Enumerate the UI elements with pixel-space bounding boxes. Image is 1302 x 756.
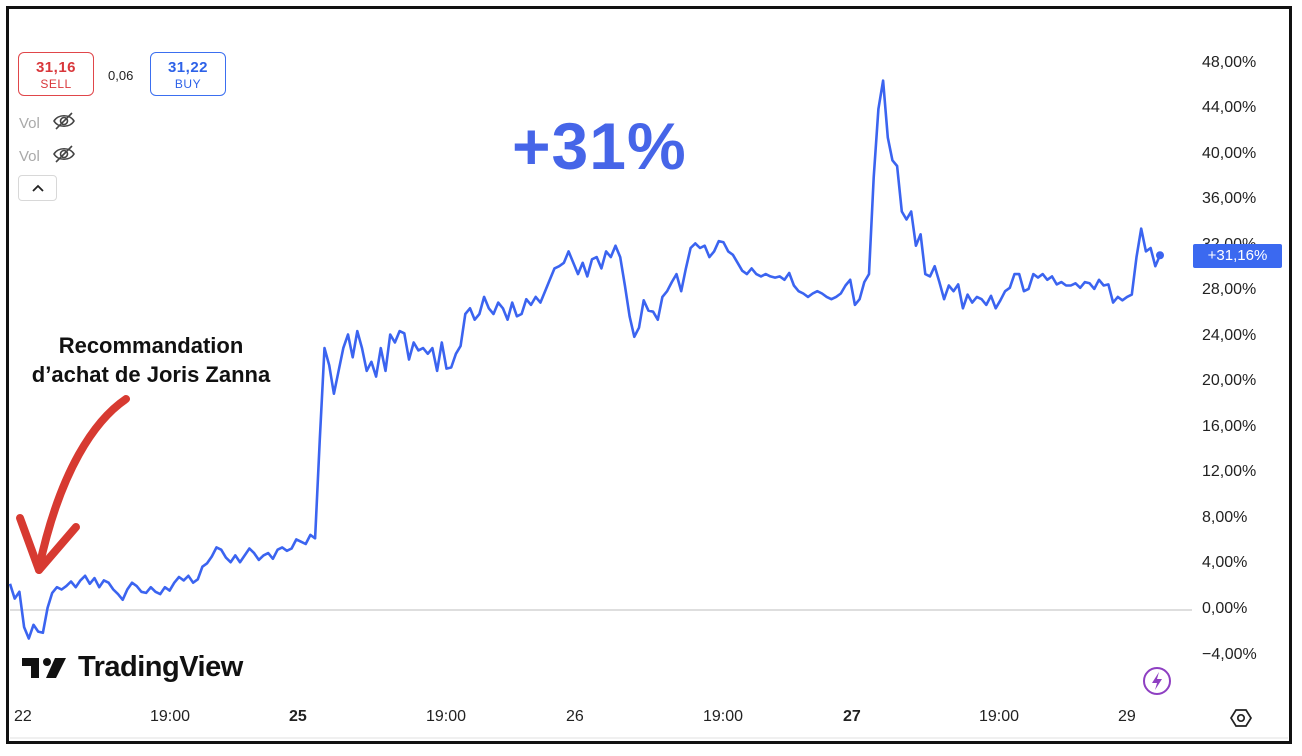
tradingview-logo: TradingView [22,651,243,684]
sell-label: SELL [40,77,72,91]
x-tick-label: 26 [566,708,584,725]
brand-name: TradingView [78,651,243,683]
buy-label: BUY [174,77,202,91]
chart-frame [6,6,1292,744]
y-tick-label: 16,00% [1202,417,1257,435]
y-tick-label: 28,00% [1202,281,1257,299]
y-tick-label: 40,00% [1202,144,1257,162]
headline-gain: +31% [512,109,687,183]
y-tick-label: 48,00% [1202,53,1257,71]
spread-value: 0,06 [108,68,134,83]
indicator-label: Vol [19,147,40,165]
y-tick-label: 8,00% [1202,508,1248,526]
x-tick-label: 19:00 [703,708,744,725]
indicator-row: Vol [19,144,76,168]
annotation-arrow-head-right [35,523,80,574]
sell-price: 31,16 [35,59,77,76]
x-tick-label: 19:00 [426,708,467,725]
y-tick-label: 0,00% [1202,600,1248,617]
x-tick-label: 19:00 [150,708,191,725]
indicator-row: Vol [19,111,76,135]
last-value-badge: +31,16% [1193,244,1282,268]
x-tick-label: 29 [1118,708,1136,725]
y-tick-label: 4,00% [1202,554,1248,572]
eye-off-icon[interactable] [52,144,76,168]
buy-price: 31,22 [167,59,209,76]
settings-icon[interactable] [1230,707,1252,729]
y-tick-label: 44,00% [1202,99,1257,117]
y-tick-label: 36,00% [1202,190,1257,208]
y-tick-label: 20,00% [1202,372,1257,390]
eye-off-icon[interactable] [52,111,76,135]
annotation-line-2: d’achat de Joris Zanna [31,362,271,387]
lightning-icon[interactable] [1142,666,1172,696]
annotation-line-1: Recommandation [58,333,244,358]
last-price-dot [1156,251,1164,260]
x-tick-label: 19:00 [979,708,1020,725]
collapse-indicators-button[interactable] [18,175,57,201]
tradingview-logo-icon [22,657,66,678]
price-line [8,79,1162,640]
buy-button[interactable]: 31,22 BUY [150,52,226,96]
annotation-arrow-head-left [16,514,43,574]
indicator-label: Vol [19,114,40,132]
sell-button[interactable]: 31,16 SELL [18,52,94,96]
chevron-up-icon [31,184,44,192]
x-tick-label: 25 [289,708,307,725]
annotation-text: Recommandation d’achat de Joris Zanna [20,331,282,389]
x-tick-label: 22 [14,708,32,725]
y-tick-label: 24,00% [1202,326,1257,344]
x-tick-label: 27 [843,708,861,725]
y-tick-label: 12,00% [1202,463,1257,481]
y-tick-label: −4,00% [1202,645,1257,663]
annotation-arrow-shaft [35,395,130,572]
